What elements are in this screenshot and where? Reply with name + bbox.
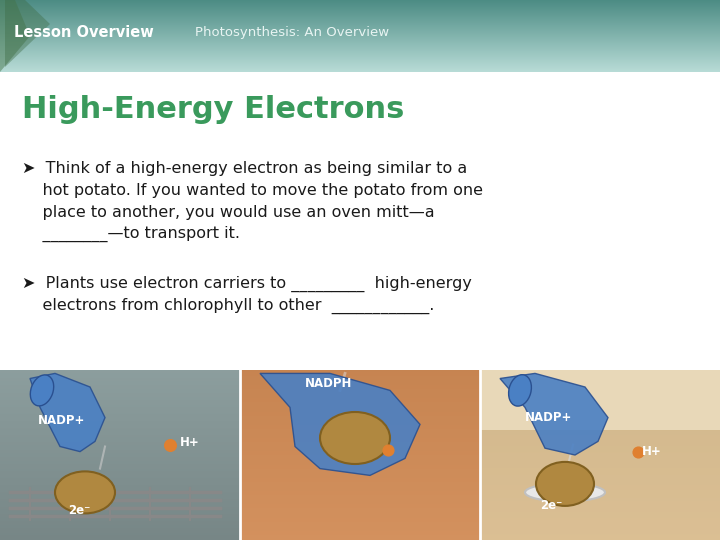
Polygon shape	[260, 373, 420, 475]
Text: NADPH: NADPH	[305, 377, 352, 390]
Text: High-Energy Electrons: High-Energy Electrons	[22, 96, 405, 125]
Text: Photosynthesis: An Overview: Photosynthesis: An Overview	[195, 26, 389, 39]
Polygon shape	[500, 373, 608, 455]
Point	[164, 441, 176, 449]
Text: H+: H+	[180, 436, 199, 449]
Text: NADP+: NADP+	[525, 411, 572, 424]
Ellipse shape	[508, 375, 531, 406]
Point	[632, 447, 644, 456]
Text: 2e⁻: 2e⁻	[540, 500, 562, 512]
Ellipse shape	[55, 471, 115, 514]
Text: Lesson Overview: Lesson Overview	[14, 25, 154, 40]
Ellipse shape	[536, 462, 594, 506]
Text: place to another, you would use an oven mitt—a: place to another, you would use an oven …	[22, 205, 435, 219]
Text: 2e⁻: 2e⁻	[68, 504, 91, 517]
Bar	[0, 72, 720, 370]
Text: H+: H+	[642, 445, 662, 458]
Polygon shape	[5, 0, 50, 67]
Text: ________—to transport it.: ________—to transport it.	[22, 226, 240, 242]
Polygon shape	[30, 373, 105, 451]
Polygon shape	[0, 0, 30, 72]
Ellipse shape	[30, 375, 54, 406]
Text: electrons from chlorophyll to other  ____________.: electrons from chlorophyll to other ____…	[22, 298, 434, 314]
Text: hot potato. If you wanted to move the potato from one: hot potato. If you wanted to move the po…	[22, 183, 483, 198]
Text: NADP+: NADP+	[38, 414, 86, 427]
Bar	[480, 370, 720, 429]
Point	[382, 446, 394, 454]
Text: ➤  Plants use electron carriers to _________  high-energy: ➤ Plants use electron carriers to ______…	[22, 276, 472, 292]
Ellipse shape	[525, 483, 605, 502]
Text: ➤  Think of a high-energy electron as being similar to a: ➤ Think of a high-energy electron as bei…	[22, 160, 467, 176]
Ellipse shape	[320, 412, 390, 464]
